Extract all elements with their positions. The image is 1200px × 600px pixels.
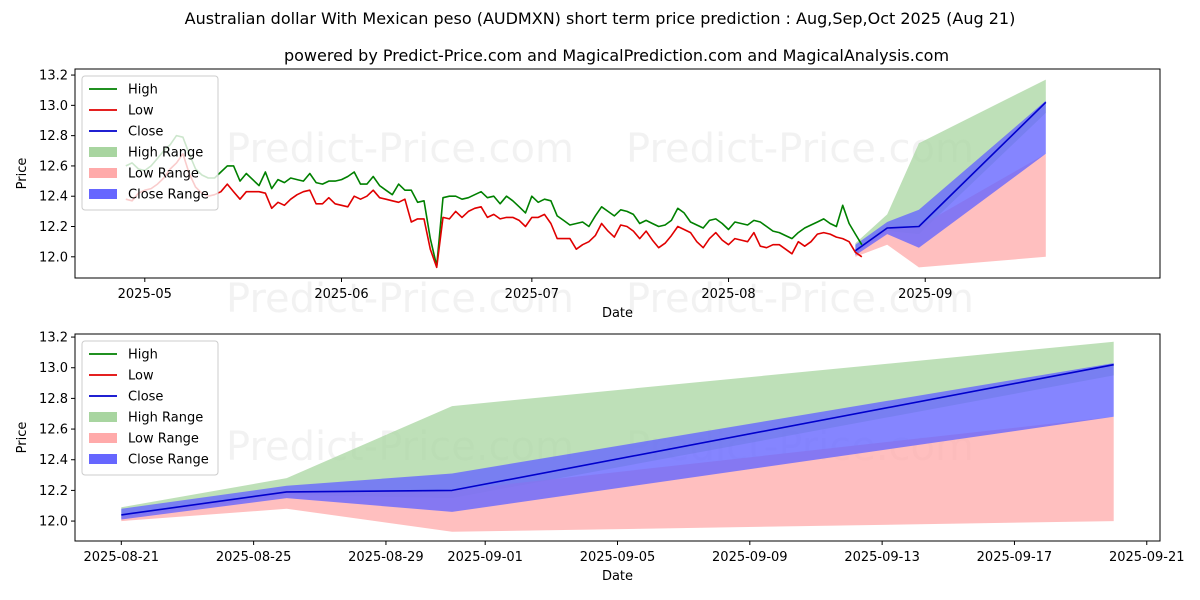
top-legend-swatch (89, 168, 117, 178)
top-y-tick-label: 12.4 (39, 190, 68, 205)
bottom-legend-label: Close Range (128, 453, 209, 468)
bottom-close-line (121, 363, 1114, 516)
top-x-tick-label: 2025-09 (898, 287, 952, 302)
top-x-axis-label: Date (602, 306, 633, 321)
top-legend-label: Low (128, 104, 154, 119)
bottom-legend-swatch (89, 412, 117, 422)
top-x-tick-label: 2025-06 (314, 287, 368, 302)
top-high-line (125, 134, 863, 267)
bottom-y-tick-label: 12.2 (39, 484, 68, 499)
top-watermark: Predict-Price.com (226, 126, 574, 172)
bottom-x-tick-label: 2025-08-25 (216, 550, 292, 565)
top-close-range-band (855, 100, 1046, 256)
bottom-x-tick-label: 2025-09-01 (447, 550, 523, 565)
top-x-tick-label: 2025-05 (118, 287, 172, 302)
top-y-axis-label: Price (15, 158, 30, 190)
top-legend-label: High Range (128, 146, 203, 161)
bottom-x-tick-label: 2025-09-17 (977, 550, 1053, 565)
bottom-y-tick-label: 12.8 (39, 392, 68, 407)
top-low-line (125, 153, 863, 269)
top-legend-label: Close Range (128, 188, 209, 203)
top-legend-swatch (89, 147, 117, 157)
bottom-legend-label: High (128, 348, 158, 363)
bottom-y-tick-label: 12.4 (39, 453, 68, 468)
top-legend-swatch (89, 189, 117, 199)
bottom-x-tick-label: 2025-08-29 (348, 550, 424, 565)
top-y-tick-label: 12.8 (39, 129, 68, 144)
top-plot-area (125, 79, 1047, 269)
bottom-x-tick-label: 2025-09-09 (712, 550, 788, 565)
bottom-legend-label: Low (128, 369, 154, 384)
top-x-tick-label: 2025-08 (701, 287, 755, 302)
top-close-line (854, 101, 1047, 252)
bottom-x-tick-label: 2025-08-21 (84, 550, 160, 565)
bottom-x-tick-label: 2025-09-13 (844, 550, 920, 565)
top-y-tick-label: 13.0 (39, 99, 68, 114)
top-y-tick-label: 12.0 (39, 250, 68, 265)
bottom-legend-swatch (89, 454, 117, 464)
bottom-close-range-band (121, 363, 1114, 520)
bottom-y-tick-label: 12.6 (39, 423, 68, 438)
top-legend-label: High (128, 83, 158, 98)
bottom-legend-label: Low Range (128, 432, 199, 447)
bottom-x-tick-label: 2025-09-21 (1109, 550, 1185, 565)
top-axes-frame (74, 68, 1161, 279)
top-legend-label: Close (128, 125, 163, 140)
chart-title: Australian dollar With Mexican peso (AUD… (184, 9, 1016, 28)
top-x-tick-label: 2025-07 (505, 287, 559, 302)
chart-subtitle: powered by Predict-Price.com and Magical… (283, 46, 950, 65)
top-legend-label: Low Range (128, 167, 199, 182)
top-high-range-band (855, 79, 1046, 254)
bottom-y-tick-label: 12.0 (39, 515, 68, 530)
top-y-tick-label: 13.2 (39, 69, 68, 84)
top-watermark: Predict-Price.com (626, 276, 974, 322)
top-y-tick-label: 12.6 (39, 159, 68, 174)
bottom-x-axis-label: Date (602, 569, 633, 584)
bottom-legend-label: Close (128, 390, 163, 405)
bottom-plot-area (121, 341, 1114, 532)
top-watermark: Predict-Price.com (226, 276, 574, 322)
top-y-tick-label: 12.2 (39, 220, 68, 235)
bottom-y-axis-label: Price (15, 422, 30, 454)
bottom-y-tick-label: 13.2 (39, 331, 68, 346)
bottom-high-range-band (121, 341, 1114, 518)
bottom-legend-label: High Range (128, 411, 203, 426)
bottom-legend-swatch (89, 433, 117, 443)
bottom-x-tick-label: 2025-09-05 (580, 550, 656, 565)
bottom-y-tick-label: 13.0 (39, 361, 68, 376)
